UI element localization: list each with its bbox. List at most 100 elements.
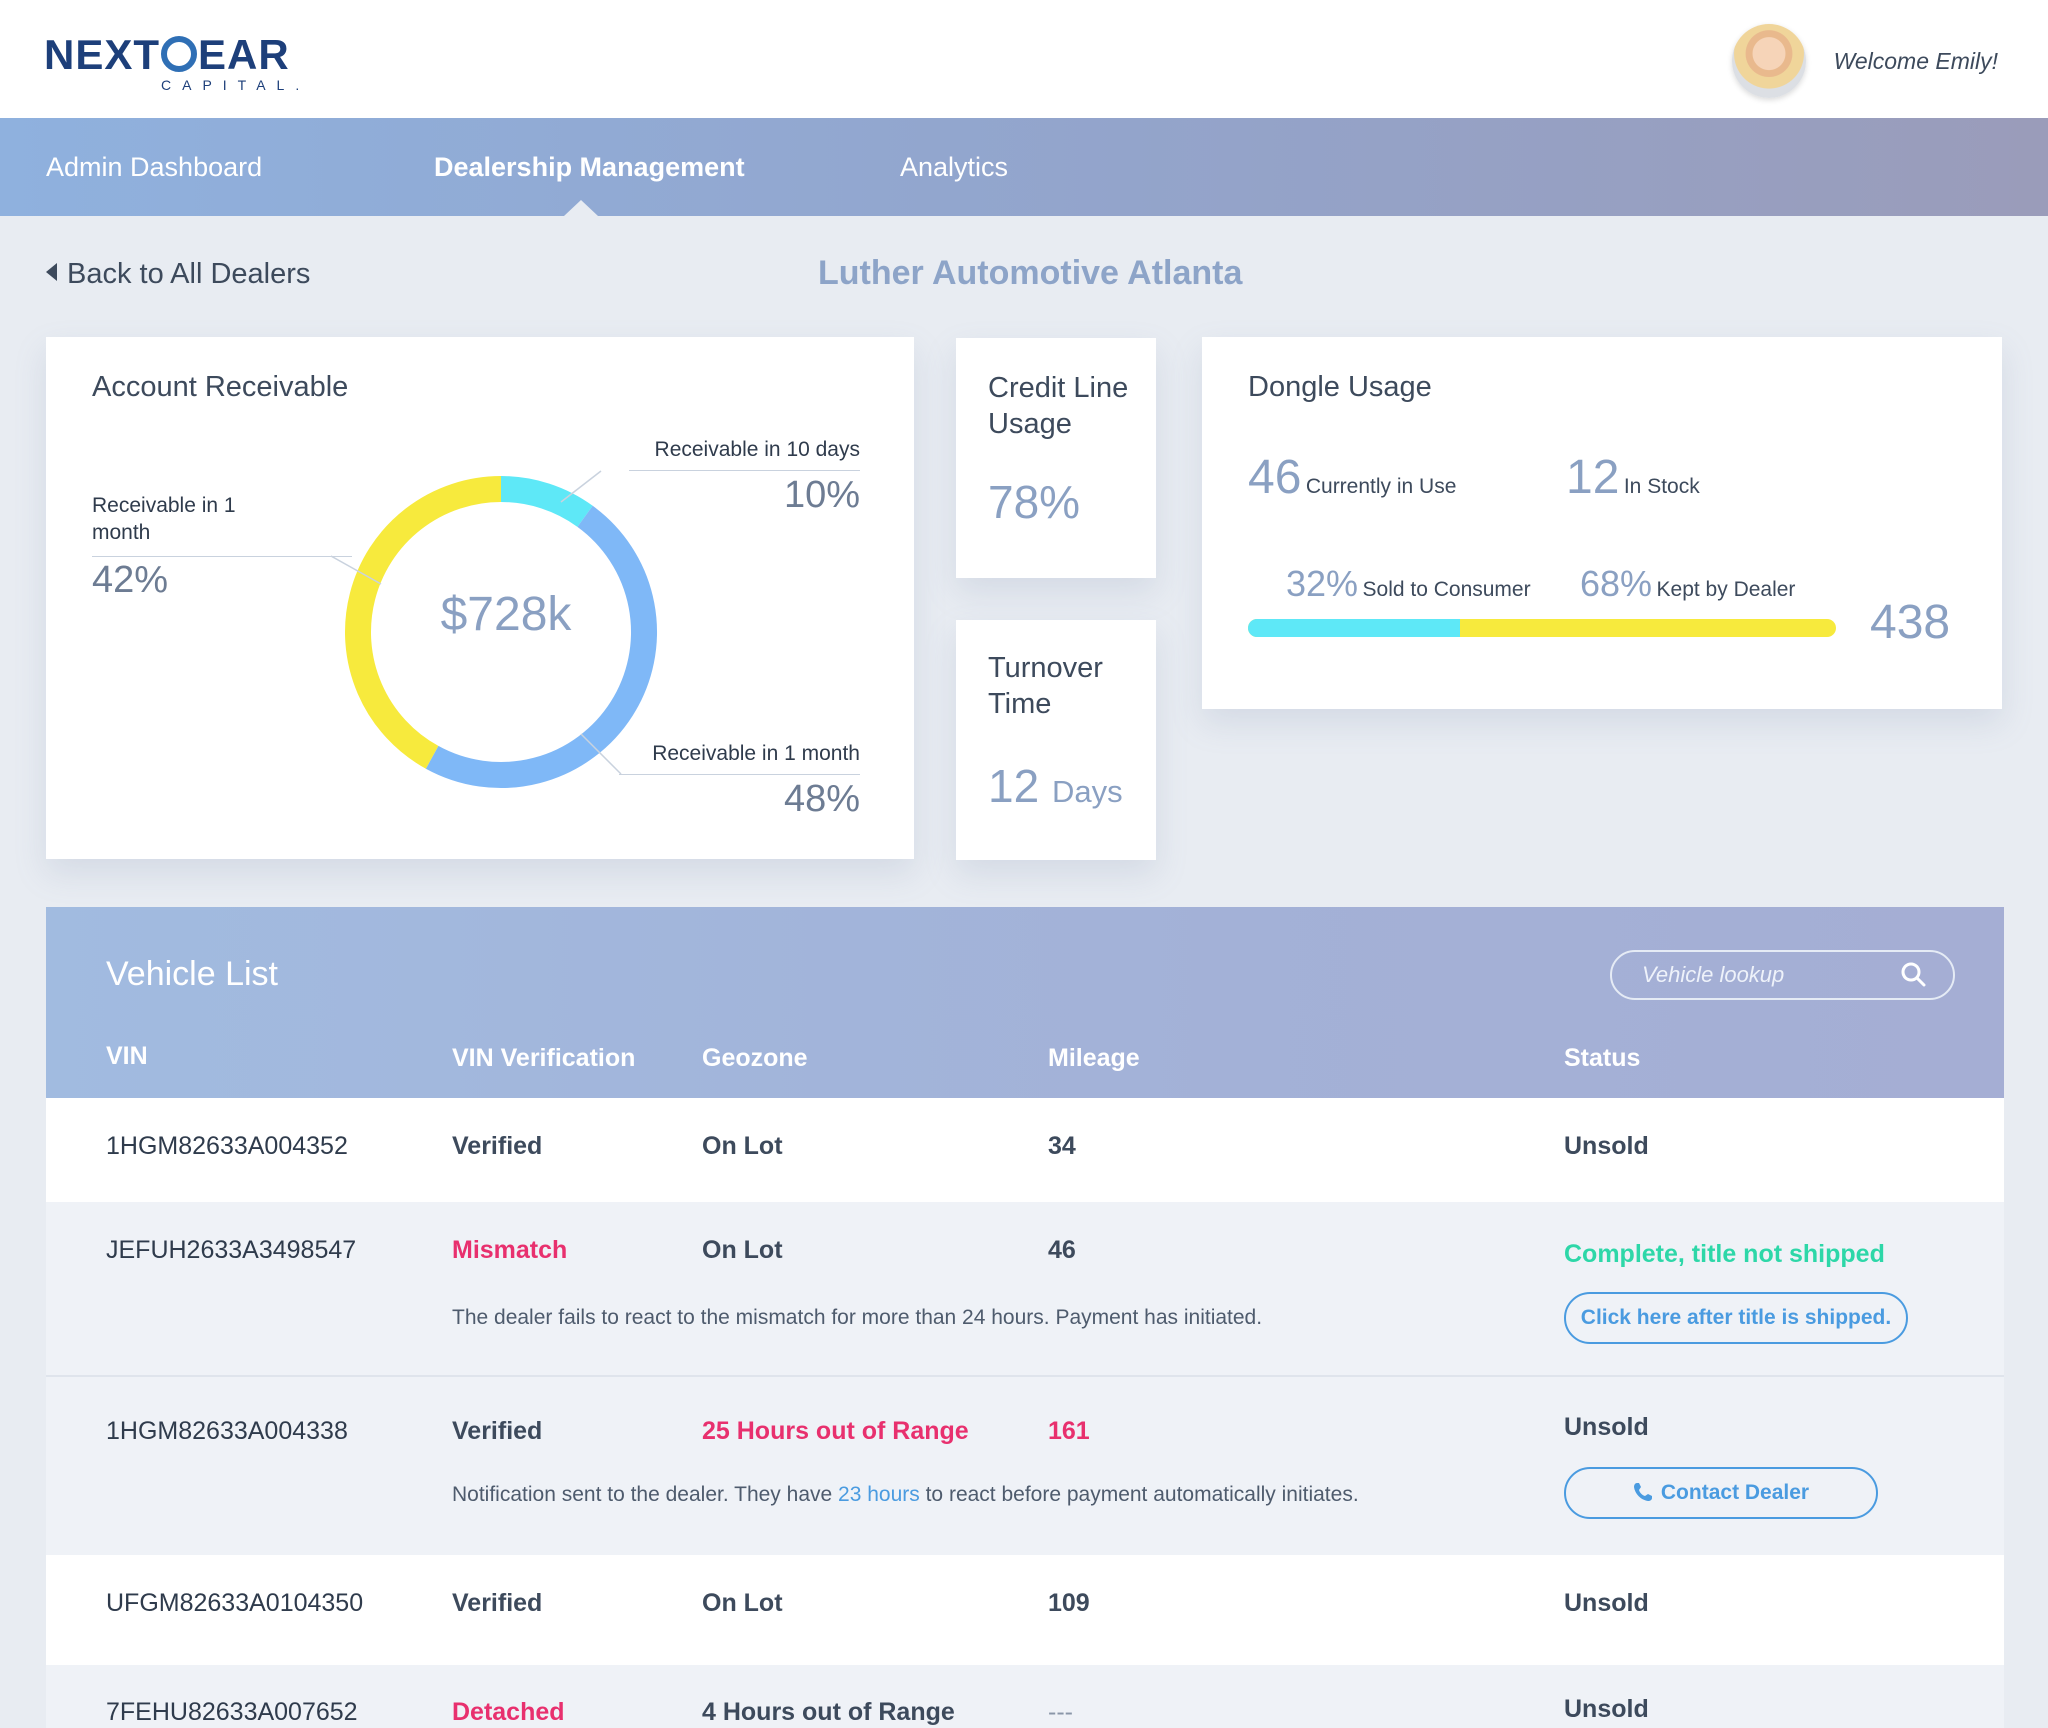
credit-line-value: 78% [988, 476, 1081, 528]
caret-left-icon [46, 263, 57, 281]
column-header-mileage[interactable]: Mileage [1048, 1044, 1140, 1072]
nextgear-logo[interactable]: NEXT EAR CAPITAL. [44, 31, 311, 94]
vin-cell: 7FEHU82633A007652 [106, 1698, 358, 1726]
back-to-dealers-link[interactable]: Back to All Dealers [46, 258, 310, 291]
mileage-cell: 161 [1048, 1417, 1090, 1445]
welcome-text: Welcome Emily! [1833, 48, 1998, 74]
row-note: Notification sent to the dealer. They ha… [452, 1483, 1359, 1507]
status-cell: Unsold [1564, 1413, 1649, 1441]
main-nav: Admin Dashboard Dealership Management An… [0, 118, 2048, 216]
avatar[interactable] [1732, 24, 1806, 98]
vin-cell: UFGM82633A0104350 [106, 1589, 364, 1617]
turnover-unit: Days [1051, 774, 1123, 809]
account-receivable-card: Account Receivable Receivable in 1 month… [46, 337, 914, 859]
dongle-in-stock: 12 In Stock [1566, 450, 1700, 505]
leader-line [92, 556, 352, 557]
donut-total: $728k [440, 588, 572, 641]
vin-cell: JEFUH2633A3498547 [106, 1236, 357, 1264]
verification-cell: Detached [452, 1698, 565, 1726]
leader-line [629, 470, 860, 471]
verification-cell: Verified [452, 1132, 543, 1160]
geozone-cell: 4 Hours out of Range [702, 1698, 955, 1726]
status-cell: Unsold [1564, 1132, 1649, 1160]
table-row[interactable]: UFGM82633A0104350 Verified On Lot 109 Un… [46, 1555, 2004, 1665]
sold-label: Sold to Consumer [1362, 578, 1531, 601]
segment-label-top: Receivable in 10 days [654, 438, 860, 461]
phone-icon [1633, 1483, 1652, 1501]
gear-icon [161, 36, 198, 72]
geozone-cell: On Lot [702, 1132, 783, 1160]
search-icon[interactable] [1900, 961, 1926, 987]
segment-pct-bottom: 48% [783, 778, 860, 820]
verification-cell: Mismatch [452, 1236, 568, 1264]
logo-text-right: EAR [198, 31, 290, 78]
dongle-sold: 32% Sold to Consumer [1286, 563, 1531, 605]
turnover-card: Turnover Time 12 Days [956, 620, 1156, 860]
page-title: Luther Automotive Atlanta [818, 254, 1243, 292]
logo-subtext: CAPITAL. [161, 77, 311, 93]
table-row[interactable]: 1HGM82633A004352 Verified On Lot 34 Unso… [46, 1098, 2004, 1202]
geozone-cell: On Lot [702, 1589, 783, 1617]
status-cell: Complete, title not shipped [1564, 1240, 1885, 1268]
kept-pct: 68% [1580, 563, 1653, 604]
card-title-line1: Turnover [988, 652, 1103, 684]
dongle-usage-card: Dongle Usage 46 Currently in Use 12 In S… [1202, 337, 2002, 709]
segment-pct-top: 10% [783, 474, 860, 516]
note-highlight: 23 hours [838, 1483, 920, 1506]
mileage-cell: --- [1048, 1698, 1073, 1726]
in-use-label: Currently in Use [1305, 475, 1457, 498]
dongle-total: 438 [1870, 596, 1951, 649]
in-stock-number: 12 [1566, 451, 1620, 504]
column-header-status[interactable]: Status [1564, 1044, 1641, 1072]
turnover-number: 12 [988, 760, 1040, 812]
column-header-geozone[interactable]: Geozone [702, 1044, 808, 1072]
vehicle-list-title: Vehicle List [106, 955, 278, 993]
contact-dealer-button[interactable]: Contact Dealer [1564, 1467, 1878, 1519]
title-shipped-button[interactable]: Click here after title is shipped. [1564, 1292, 1908, 1344]
geozone-cell: On Lot [702, 1236, 783, 1264]
column-header-vin[interactable]: VIN [106, 1042, 148, 1070]
column-header-verification[interactable]: VIN Verification [452, 1044, 636, 1072]
card-title-line2: Usage [988, 408, 1072, 440]
in-use-number: 46 [1248, 451, 1302, 504]
receivable-donut-chart [331, 470, 657, 788]
credit-line-card: Credit Line Usage 78% [956, 338, 1156, 578]
verification-cell: Verified [452, 1417, 543, 1445]
segment-label-bottom: Receivable in 1 month [652, 742, 860, 765]
nav-admin-dashboard[interactable]: Admin Dashboard [46, 152, 263, 182]
logo-text-left: NEXT [44, 31, 161, 78]
in-stock-label: In Stock [1623, 475, 1700, 498]
row-divider [46, 1375, 2004, 1377]
verification-cell: Verified [452, 1589, 543, 1617]
turnover-value: 12 Days [988, 759, 1123, 813]
leader-line [619, 774, 860, 775]
vin-cell: 1HGM82633A004352 [106, 1132, 348, 1160]
mileage-cell: 34 [1048, 1132, 1076, 1160]
note-text: to react before payment automatically in… [919, 1483, 1359, 1506]
note-text: Notification sent to the dealer. They ha… [452, 1483, 839, 1506]
sold-pct: 32% [1286, 563, 1359, 604]
table-row[interactable]: 7FEHU82633A007652 Detached 4 Hours out o… [46, 1665, 2004, 1728]
card-title: Account Receivable [92, 371, 349, 403]
vehicle-search [1610, 950, 1955, 1000]
table-row[interactable]: JEFUH2633A3498547 Mismatch On Lot 46 Com… [46, 1202, 2004, 1376]
table-row[interactable]: 1HGM82633A004338 Verified 25 Hours out o… [46, 1377, 2004, 1555]
status-cell: Unsold [1564, 1695, 1649, 1723]
donut-segment [345, 476, 502, 769]
nav-dealership-management[interactable]: Dealership Management [434, 152, 745, 182]
card-title-line1: Credit Line [988, 372, 1129, 404]
segment-label-left: Receivable in 1 month [92, 494, 236, 544]
kept-label: Kept by Dealer [1656, 578, 1796, 601]
donut-segment [425, 505, 657, 788]
back-label: Back to All Dealers [67, 258, 311, 290]
mileage-cell: 46 [1048, 1236, 1076, 1264]
dongle-usage-bar [1248, 619, 1836, 637]
card-title: Dongle Usage [1248, 371, 1432, 403]
status-cell: Unsold [1564, 1589, 1649, 1617]
vehicle-search-input[interactable] [1642, 962, 1902, 988]
dongle-kept: 68% Kept by Dealer [1580, 563, 1795, 605]
geozone-cell: 25 Hours out of Range [702, 1417, 969, 1445]
dongle-in-use: 46 Currently in Use [1248, 450, 1456, 505]
active-nav-indicator [564, 200, 598, 216]
nav-analytics[interactable]: Analytics [900, 152, 1009, 182]
